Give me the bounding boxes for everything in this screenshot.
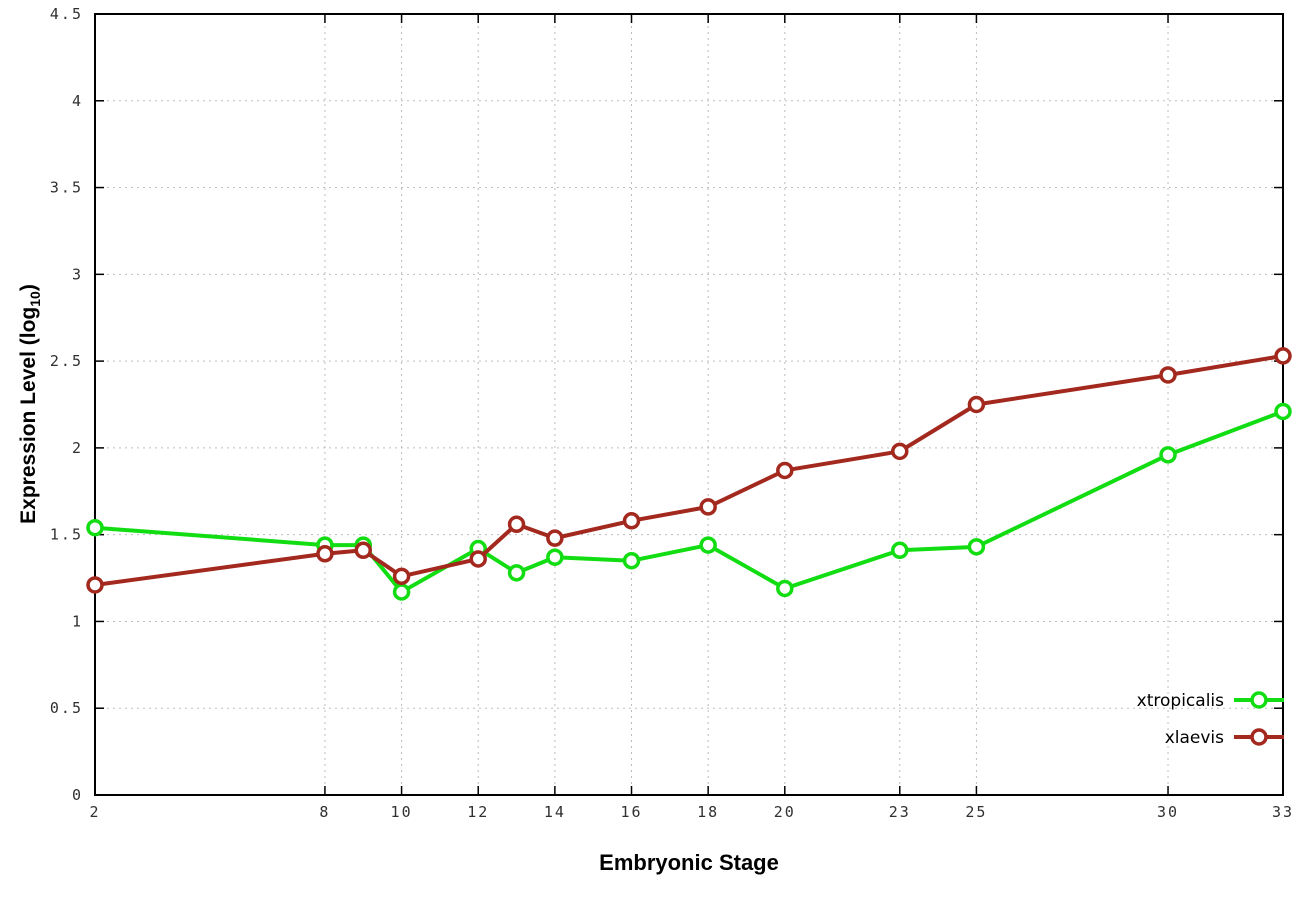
y-tick-label: 0	[72, 786, 83, 804]
x-tick-label: 30	[1157, 803, 1179, 821]
y-axis-title-subscript: 10	[27, 291, 44, 307]
y-tick-label: 1.5	[50, 526, 83, 544]
x-tick-label: 14	[544, 803, 566, 821]
x-tick-label: 25	[965, 803, 987, 821]
marker-xlaevis	[469, 550, 487, 568]
legend-label-xtropicalis: xtropicalis	[1137, 691, 1224, 711]
x-tick-label: 20	[774, 803, 796, 821]
x-tick-label: 12	[467, 803, 489, 821]
legend-marker-xlaevis	[1250, 728, 1268, 746]
y-tick-label: 1	[72, 612, 83, 630]
marker-xlaevis	[891, 442, 909, 461]
marker-xtropicalis	[967, 538, 986, 556]
x-tick-label: 2	[89, 803, 100, 821]
x-tick-label: 18	[697, 803, 719, 821]
marker-xtropicalis	[776, 579, 794, 598]
marker-xtropicalis	[86, 518, 104, 537]
marker-xlaevis	[546, 529, 564, 547]
x-tick-label: 10	[391, 803, 413, 821]
marker-xtropicalis	[891, 541, 909, 560]
marker-xlaevis	[316, 545, 334, 563]
marker-xlaevis	[354, 541, 373, 560]
marker-xtropicalis	[546, 548, 564, 566]
legend-marker-xtropicalis	[1250, 691, 1268, 709]
y-axis-title: Expression Level (log10)	[17, 284, 43, 524]
x-axis-title: Embryonic Stage	[599, 850, 779, 875]
y-tick-label: 4	[72, 92, 83, 110]
y-tick-label: 2.5	[50, 352, 83, 370]
legend-label-xlaevis: xlaevis	[1165, 728, 1224, 748]
series-line-xtropicalis	[93, 409, 1285, 594]
marker-xlaevis	[699, 498, 717, 516]
marker-xtropicalis	[392, 583, 411, 601]
marker-xtropicalis	[1274, 402, 1292, 421]
marker-xlaevis	[776, 461, 794, 480]
marker-xlaevis	[622, 512, 641, 530]
plot-border	[94, 13, 1284, 796]
y-tick-label: 3.5	[50, 179, 83, 197]
x-tick-label: 16	[620, 803, 642, 821]
y-tick-label: 4.5	[50, 5, 83, 23]
marker-xlaevis	[86, 576, 104, 594]
marker-xlaevis	[507, 515, 526, 534]
marker-xlaevis	[1159, 366, 1177, 384]
y-tick-label: 3	[72, 265, 83, 283]
y-axis-title-close: )	[16, 284, 40, 292]
marker-xtropicalis	[507, 564, 526, 582]
marker-xlaevis	[967, 395, 986, 414]
y-tick-label: 0.5	[50, 699, 83, 717]
marker-xtropicalis	[622, 551, 641, 570]
marker-xlaevis	[1274, 347, 1292, 365]
y-axis-title-text: Expression Level (log	[16, 306, 40, 524]
x-tick-label: 8	[319, 803, 330, 821]
marker-xtropicalis	[699, 536, 717, 554]
marker-xlaevis	[392, 567, 411, 586]
y-tick-label: 2	[72, 439, 83, 457]
x-tick-label: 23	[889, 803, 911, 821]
x-tick-label: 33	[1272, 803, 1294, 821]
marker-xtropicalis	[1159, 446, 1177, 464]
